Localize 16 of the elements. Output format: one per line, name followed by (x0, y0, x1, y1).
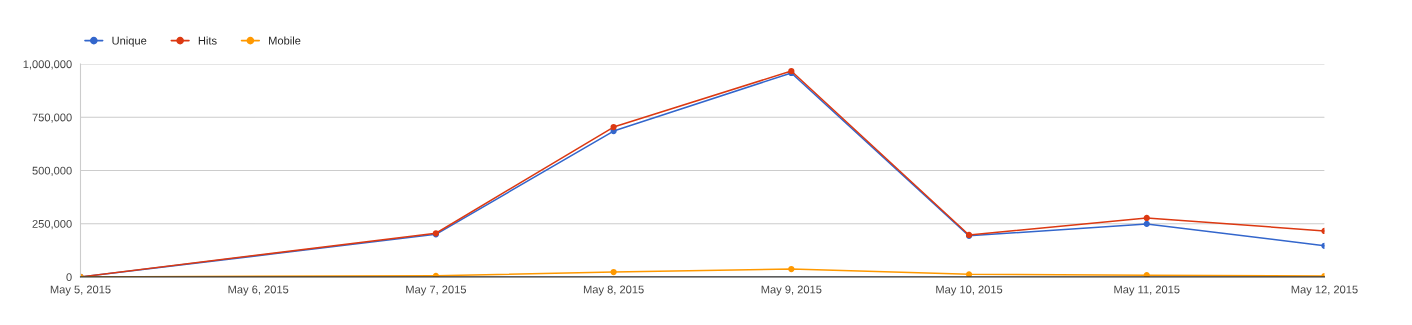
x-tick-label: May 12, 2015 (1291, 285, 1358, 296)
y-tick-label: 250,000 (32, 219, 72, 230)
x-tick-label: May 5, 2015 (50, 285, 111, 296)
legend-label: Unique (112, 36, 147, 47)
y-tick-label: 750,000 (32, 113, 72, 123)
x-tick-label: May 9, 2015 (761, 285, 822, 296)
x-tick-label: May 6, 2015 (228, 285, 289, 296)
y-tick-label: 1,000,000 (23, 60, 72, 70)
x-tick-label: May 10, 2015 (936, 285, 1003, 296)
x-tick-label: May 11, 2015 (1114, 285, 1180, 296)
y-tick-label: 500,000 (32, 166, 72, 176)
x-tick-label: May 8, 2015 (583, 285, 644, 296)
legend-label: Mobile (269, 36, 301, 45)
x-tick-label: May 7, 2015 (406, 285, 467, 296)
legend-label: Hits (198, 36, 217, 45)
y-tick-label: 0 (66, 273, 72, 282)
